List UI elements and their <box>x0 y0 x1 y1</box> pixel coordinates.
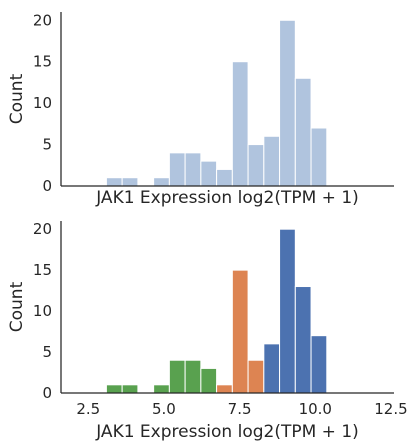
top-y-tick-label-3: 15 <box>33 53 52 71</box>
bottom-x-tick-label-1: 5.0 <box>152 400 176 418</box>
top-x-axis-label: JAK1 Expression log2(TPM + 1) <box>95 188 359 208</box>
top-bar-0-7 <box>216 168 233 187</box>
top-bar-0-9 <box>247 144 265 187</box>
bottom-x-tick-label-4: 12.5 <box>374 400 407 418</box>
bottom-bar-0-0 <box>105 384 123 394</box>
top-bar-0-0 <box>105 177 123 187</box>
top-bar-0-11 <box>279 19 296 187</box>
bottom-x-tick-label-2: 7.5 <box>228 400 252 418</box>
bottom-y-axis-label: Count <box>7 281 27 332</box>
bottom-bar-1-1 <box>231 269 249 394</box>
bottom-bar-0-4 <box>184 359 202 394</box>
top-y-tick-label-0: 0 <box>42 177 52 195</box>
bottom-bar-0-5 <box>200 367 218 394</box>
bottom-y-tick-label-3: 15 <box>33 261 52 279</box>
bottom-bar-2-3 <box>310 335 328 394</box>
bottom-x-tick-label-3: 10.0 <box>299 400 332 418</box>
top-bar-0-5 <box>184 152 202 187</box>
bottom-y-tick-label-1: 5 <box>42 343 52 361</box>
bottom-bar-0-3 <box>168 359 186 394</box>
top-y-tick-label-2: 10 <box>33 94 52 112</box>
bottom-bar-0-2 <box>153 384 170 394</box>
bottom-x-tick-label-0: 2.5 <box>76 400 100 418</box>
top-bar-0-12 <box>294 77 312 187</box>
top-y-tick-label-1: 5 <box>42 136 52 154</box>
bottom-x-axis-label: JAK1 Expression log2(TPM + 1) <box>95 422 359 442</box>
top-y-tick-label-4: 20 <box>33 11 52 29</box>
top-bar-0-1 <box>121 177 139 187</box>
bottom-bar-0-1 <box>121 384 139 394</box>
top-bar-0-3 <box>153 177 170 187</box>
bottom-bar-2-1 <box>279 228 296 394</box>
bottom-bar-2-0 <box>263 343 281 394</box>
bottom-y-tick-label-4: 20 <box>33 220 52 238</box>
top-bar-0-4 <box>168 152 186 187</box>
bottom-bar-2-2 <box>294 286 312 394</box>
top-bar-0-8 <box>231 61 249 187</box>
bottom-bar-1-0 <box>216 384 233 394</box>
top-y-axis-label: Count <box>7 73 27 124</box>
top-bar-0-13 <box>310 127 328 187</box>
top-bar-0-6 <box>200 160 218 187</box>
bottom-y-tick-label-0: 0 <box>42 384 52 402</box>
bottom-bar-1-2 <box>247 359 265 394</box>
top-bar-0-10 <box>263 135 281 187</box>
bottom-y-tick-label-2: 10 <box>33 302 52 320</box>
